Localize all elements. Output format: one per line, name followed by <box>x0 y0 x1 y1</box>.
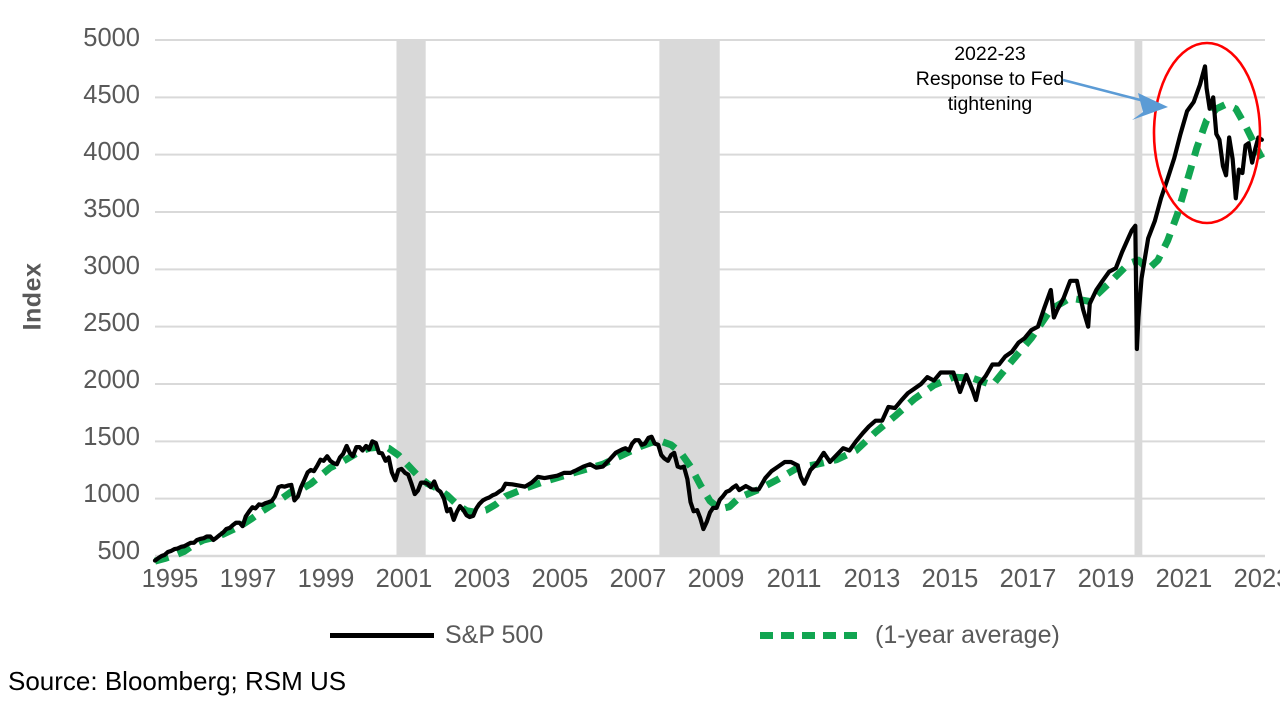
source-note: Source: Bloomberg; RSM US <box>8 666 347 696</box>
x-tick-label: 1997 <box>219 565 277 593</box>
y-tick-label: 4000 <box>83 138 140 166</box>
y-tick-label: 3000 <box>83 252 140 280</box>
legend-swatch-dashed-line-icon <box>760 631 864 639</box>
callout-arrow <box>1062 78 1168 120</box>
x-tick-label: 2001 <box>375 565 433 593</box>
x-tick-label: 2021 <box>1155 565 1213 593</box>
legend-label: (1-year average) <box>875 620 1060 649</box>
x-tick-label: 2009 <box>687 565 745 593</box>
recession-band <box>659 40 720 556</box>
legend-swatch-solid-line-icon <box>330 632 434 638</box>
y-tick-label: 500 <box>97 537 140 565</box>
x-tick-label: 2023 <box>1233 565 1280 593</box>
y-tick-label: 1500 <box>83 423 140 451</box>
y-tick-label: 1000 <box>83 480 140 508</box>
x-tick-label: 2003 <box>453 565 511 593</box>
x-tick-label: 2013 <box>843 565 901 593</box>
annotation-line-1: 2022-23 <box>954 43 1026 65</box>
y-tick-label: 2500 <box>83 309 140 337</box>
x-tick-label: 2007 <box>609 565 667 593</box>
y-tick-label: 4500 <box>83 81 140 109</box>
x-tick-label: 1995 <box>141 565 199 593</box>
highlight-ellipse <box>1152 41 1262 225</box>
legend-label: S&P 500 <box>445 620 544 649</box>
legend-item-1-year-average[interactable]: (1-year average) <box>760 612 1060 658</box>
annotation-line-2: Response to Fed <box>915 68 1065 90</box>
y-tick-label: 3500 <box>83 195 140 223</box>
annotation-callout: 2022-23 Response to Fed tightening <box>875 42 1105 117</box>
legend-item-sp500[interactable]: S&P 500 <box>330 612 543 658</box>
series-line-sp500 <box>152 64 1264 563</box>
x-tick-label: 2019 <box>1077 565 1135 593</box>
y-tick-label: 5000 <box>83 24 140 52</box>
x-tick-label: 1999 <box>297 565 355 593</box>
x-tick-label: 2015 <box>921 565 979 593</box>
x-tick-label: 2005 <box>531 565 589 593</box>
y-tick-label: 2000 <box>83 366 140 394</box>
chart-legend: S&P 500 (1-year average) <box>155 612 1265 658</box>
x-tick-label: 2011 <box>766 565 822 593</box>
x-tick-label: 2017 <box>999 565 1057 593</box>
recession-bands <box>396 40 1143 556</box>
annotation-line-3: tightening <box>947 93 1033 115</box>
